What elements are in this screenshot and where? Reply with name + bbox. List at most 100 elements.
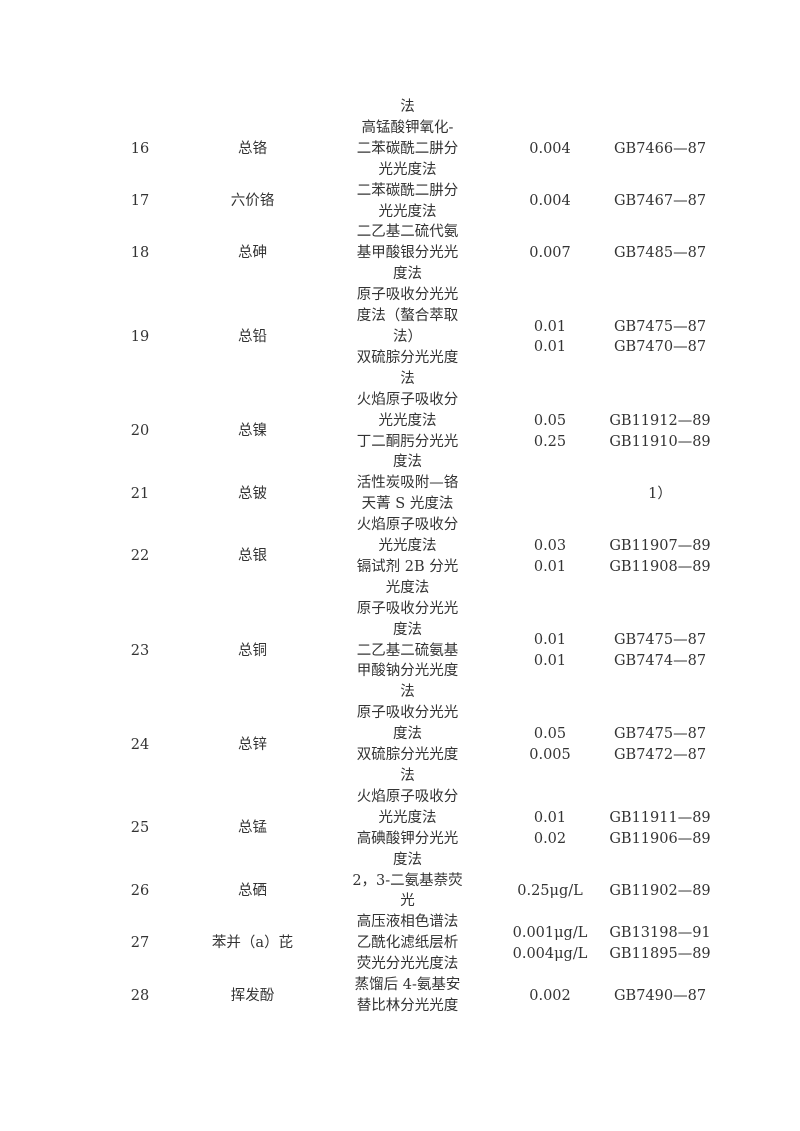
method-cell-line: 丁二酮肟分光光: [356, 433, 459, 450]
item-name: 总镍: [238, 423, 267, 440]
method-cell-line: 高锰酸钾氧化-: [361, 119, 454, 136]
method-cell-line: 荧光分光光度法: [356, 956, 459, 973]
standard-code: GB7475—87 GB7474—87: [600, 630, 720, 672]
method-cell-line: 高碘酸钾分光光: [356, 830, 459, 847]
row-number: 18: [130, 245, 150, 262]
method-cell-line: 甲酸钠分光光度: [356, 663, 459, 680]
standard-code-line: GB11902—89: [609, 882, 711, 899]
standard-code-line: GB7474—87: [613, 653, 707, 670]
item-name: 苯并（a）芘: [211, 935, 294, 952]
detection-limit-line: 0.02: [533, 830, 567, 847]
standard-code-line: GB7475—87: [613, 726, 707, 743]
method-cell: 二苯碳酰二肼分 光光度法: [340, 181, 475, 223]
method-cell-line: 双硫腙分光光度: [356, 349, 459, 366]
method-cell: 法: [400, 99, 415, 115]
carryover-row: 法: [0, 97, 800, 118]
standard-code: GB11902—89: [600, 881, 720, 902]
row-number: 22: [130, 548, 150, 565]
detection-limit-line: 0.05: [533, 412, 567, 429]
standard-code-line: GB7475—87: [613, 318, 707, 335]
table-row: 26 总硒 2，3-二氨基萘荧光 0.25μg/L GB11902—89: [0, 871, 800, 913]
detection-limit-line: 0.25μg/L: [517, 882, 583, 899]
standard-code: GB7490—87: [600, 986, 720, 1007]
standard-code-line: GB11912—89: [609, 412, 711, 429]
detection-limit-line: 0.004μg/L: [512, 945, 588, 962]
standard-code-line: GB7467—87: [613, 193, 707, 210]
row-number: 17: [130, 193, 150, 210]
item-name: 总硒: [238, 882, 267, 899]
method-cell: 原子吸收分光光 度法（螯合萃取 法） 双硫腙分光光度法: [340, 285, 475, 390]
method-cell: 二乙基二硫代氨 基甲酸银分光光 度法: [340, 222, 475, 285]
method-cell-line: 二乙基二硫氨基: [356, 642, 459, 659]
table-row: 17 六价铬 二苯碳酰二肼分 光光度法 0.004 GB7467—87: [0, 181, 800, 223]
method-cell-line: 二乙基二硫代氨: [356, 224, 459, 241]
standard-code-line: GB7472—87: [613, 747, 707, 764]
method-cell-line: 原子吸收分光光: [356, 287, 459, 304]
standard-code-line: GB11911—89: [609, 809, 711, 826]
method-cell-line: 光光度法: [378, 538, 437, 555]
detection-limit-line: 0.005: [529, 747, 571, 764]
method-cell-line: 法: [400, 684, 415, 701]
method-cell-line: 替比林分光光度: [356, 997, 459, 1014]
method-cell-line: 法）: [393, 328, 422, 345]
standard-code-line: GB7490—87: [613, 987, 707, 1004]
method-cell-line: 法: [400, 370, 415, 387]
detection-limit-line: 0.01: [533, 558, 567, 575]
standard-code: GB7475—87 GB7472—87: [600, 724, 720, 766]
method-cell-line: 光度法: [385, 579, 430, 596]
item-name: 挥发酚: [230, 987, 275, 1004]
method-cell: 火焰原子吸收分 光光度法 丁二酮肟分光光 度法: [340, 390, 475, 474]
item-name: 六价铬: [230, 193, 275, 210]
row-number: 28: [130, 987, 150, 1004]
method-cell: 蒸馏后 4-氨基安 替比林分光光度: [340, 975, 475, 1017]
method-cell: 原子吸收分光光 度法 双硫腙分光光度法: [340, 703, 475, 787]
detection-limit-line: 0.004: [529, 140, 571, 157]
detection-limit-line: 0.01: [533, 632, 567, 649]
method-cell-line: 基甲酸银分光光: [356, 245, 459, 262]
standard-code-line: 1）: [648, 485, 672, 502]
method-cell-line: 光: [400, 893, 415, 910]
method-cell: 原子吸收分光光 度法 二乙基二硫氨基 甲酸钠分光光度法: [340, 599, 475, 704]
detection-limit: 0.05 0.25: [500, 411, 600, 453]
method-cell-line: 火焰原子吸收分: [356, 391, 459, 408]
row-number: 24: [130, 736, 150, 753]
table-row: 27 苯并（a）芘 高压液相色谱法 乙酰化滤纸层析 荧光分光光度法 0.001μg/L 0.…: [0, 912, 800, 975]
standard-code-line: GB11908—89: [609, 558, 711, 575]
method-cell-line: 光光度法: [378, 809, 437, 826]
method-cell-line: 活性炭吸附—铬: [356, 475, 459, 492]
item-name: 总铍: [238, 485, 267, 502]
item-name: 总锌: [238, 736, 267, 753]
row-number: 21: [130, 485, 150, 502]
method-cell-line: 光光度法: [378, 412, 437, 429]
detection-limit: 0.002: [500, 986, 600, 1007]
detection-limit-line: 0.03: [533, 538, 567, 555]
row-number: 27: [130, 935, 150, 952]
standard-code-line: GB13198—91: [609, 924, 711, 941]
standard-code: GB7467—87: [600, 191, 720, 212]
table-row: 24 总锌 原子吸收分光光 度法 双硫腙分光光度法 0.05 0.005 GB7475—87 G…: [0, 703, 800, 787]
method-cell-line: 度法: [393, 851, 422, 868]
method-cell-line: 法: [400, 768, 415, 784]
standard-code-line: GB7466—87: [613, 140, 707, 157]
standard-code-line: GB11895—89: [609, 945, 711, 962]
detection-limit-line: 0.01: [533, 809, 567, 826]
detection-limit-line: 0.01: [533, 318, 567, 335]
row-number: 25: [130, 820, 150, 837]
row-number: 20: [130, 423, 150, 440]
detection-limit-line: 0.25: [533, 433, 567, 450]
method-cell-line: 乙酰化滤纸层析: [356, 935, 459, 952]
detection-limit-line: 0.01: [533, 339, 567, 356]
table-row: 25 总锰 火焰原子吸收分 光光度法 高碘酸钾分光光 度法 0.01 0.02 GB11911—…: [0, 787, 800, 871]
standard-code-line: GB11907—89: [609, 538, 711, 555]
item-name: 总砷: [238, 245, 267, 262]
detection-limit-line: 0.001μg/L: [512, 924, 588, 941]
detection-limit: 0.05 0.005: [500, 724, 600, 766]
method-cell: 活性炭吸附—铬 天菁 S 光度法: [340, 473, 475, 515]
standard-code-line: GB7485—87: [613, 245, 707, 262]
method-cell: 2，3-二氨基萘荧光: [340, 871, 475, 913]
detection-limit: 0.007: [500, 243, 600, 264]
method-cell-line: 原子吸收分光光: [356, 705, 459, 722]
row-number: 26: [130, 882, 150, 899]
table-row: 23 总铜 原子吸收分光光 度法 二乙基二硫氨基 甲酸钠分光光度法 0.01 0.01 GB74…: [0, 599, 800, 704]
method-cell: 高锰酸钾氧化- 二苯碳酰二肼分 光光度法: [340, 118, 475, 181]
